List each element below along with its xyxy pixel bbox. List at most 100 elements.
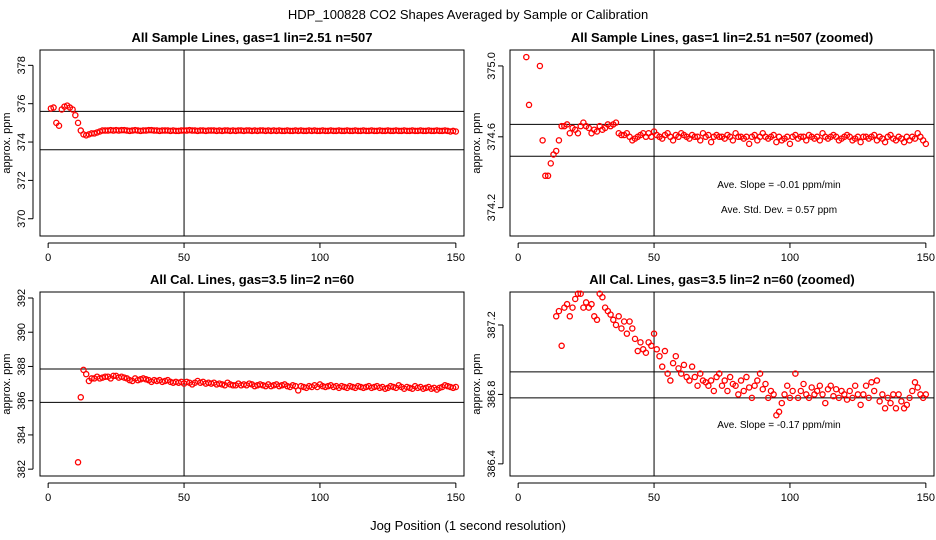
chart-panel-4: All Cal. Lines, gas=3.5 lin=2 n=60 (zoom…	[471, 272, 935, 504]
data-point	[748, 394, 756, 402]
data-points	[47, 102, 460, 139]
data-point	[889, 391, 897, 398]
data-point	[849, 394, 856, 402]
data-point	[900, 138, 908, 146]
x-tick-label: 0	[515, 492, 521, 504]
data-point	[914, 384, 921, 391]
data-point	[580, 304, 587, 311]
data-point	[705, 382, 712, 389]
y-axis: 386.4 386.8 387.2	[486, 311, 504, 478]
data-point	[881, 138, 889, 146]
x-tick-label: 0	[45, 252, 51, 264]
data-point	[892, 405, 900, 412]
data-point	[841, 391, 848, 398]
data-point	[797, 387, 805, 395]
data-points	[523, 53, 930, 180]
data-point	[751, 131, 758, 139]
chart-panel-1: All Sample Lines, gas=1 lin=2.51 n=507 0 5…	[1, 30, 465, 264]
y-tick-label: 372	[16, 171, 28, 189]
data-point	[552, 313, 560, 320]
data-point	[724, 387, 731, 395]
chart-panel-3: All Cal. Lines, gas=3.5 lin=2 n=60 0 50 100…	[1, 272, 465, 504]
data-point	[868, 379, 875, 386]
x-tick-label: 150	[917, 252, 935, 264]
data-point	[547, 160, 555, 167]
data-point	[754, 377, 761, 384]
data-point	[50, 104, 57, 111]
data-point	[656, 352, 663, 360]
data-point	[110, 372, 117, 380]
data-point	[884, 394, 892, 402]
data-point	[664, 370, 671, 377]
data-point	[55, 122, 63, 129]
data-point	[101, 373, 109, 380]
data-point	[737, 377, 745, 384]
x-tick-label: 50	[178, 252, 190, 264]
data-point	[745, 140, 753, 148]
data-point	[610, 316, 617, 324]
data-point	[618, 325, 625, 332]
x-axis: 0 50 100 150	[45, 242, 465, 264]
data-point	[781, 391, 788, 398]
data-point	[830, 392, 837, 400]
y-tick-label: 374.2	[486, 194, 498, 222]
data-point	[563, 300, 571, 308]
data-point	[876, 398, 883, 405]
data-point	[74, 119, 82, 127]
data-point	[631, 335, 639, 343]
data-point	[898, 398, 905, 405]
data-point	[816, 137, 824, 144]
data-point	[770, 131, 777, 139]
data-point	[873, 377, 881, 384]
x-axis: 0 50 100 150	[45, 482, 465, 504]
data-point	[536, 62, 544, 70]
data-point	[544, 172, 552, 180]
y-axis: 370 372 374 376 378	[16, 56, 34, 228]
data-point	[637, 339, 644, 346]
x-tick-label: 150	[917, 492, 935, 504]
data-point	[542, 172, 549, 180]
data-point	[558, 342, 565, 350]
data-point	[74, 459, 82, 466]
data-point	[775, 408, 783, 416]
y-tick-label: 388	[16, 357, 28, 375]
x-axis: 0 50 100 150	[515, 242, 935, 264]
data-point	[642, 349, 650, 357]
annotation-text: Ave. Std. Dev. = 0.57 ppm	[721, 205, 837, 216]
data-point	[865, 394, 873, 402]
data-point	[72, 111, 79, 119]
data-point	[827, 382, 834, 389]
data-point	[558, 122, 565, 130]
y-axis-label: approx. ppm	[471, 353, 483, 414]
data-point	[593, 128, 601, 135]
data-point	[770, 391, 777, 398]
data-point	[786, 140, 794, 148]
data-point	[552, 147, 560, 155]
y-tick-label: 386	[16, 392, 28, 410]
data-point	[789, 387, 796, 395]
data-point	[707, 377, 715, 384]
data-point	[626, 318, 633, 325]
data-point	[650, 330, 658, 337]
data-point	[786, 394, 794, 402]
data-point	[816, 382, 824, 389]
x-tick-label: 100	[781, 252, 799, 264]
data-point	[688, 363, 696, 370]
data-point	[800, 380, 807, 388]
y-axis-label: approx. ppm	[471, 112, 483, 173]
data-point	[667, 377, 674, 384]
data-point	[618, 131, 625, 139]
data-point	[721, 377, 728, 384]
data-point	[77, 394, 85, 401]
data-point	[822, 399, 829, 407]
y-tick-label: 374.6	[486, 123, 498, 151]
data-point	[629, 325, 636, 332]
data-point	[854, 391, 862, 398]
data-point	[566, 313, 574, 320]
y-tick-label: 374	[16, 133, 28, 151]
data-point	[634, 347, 641, 355]
data-point	[686, 377, 693, 384]
data-point	[726, 373, 734, 381]
y-axis: 374.2 374.6 375.0	[486, 52, 504, 222]
